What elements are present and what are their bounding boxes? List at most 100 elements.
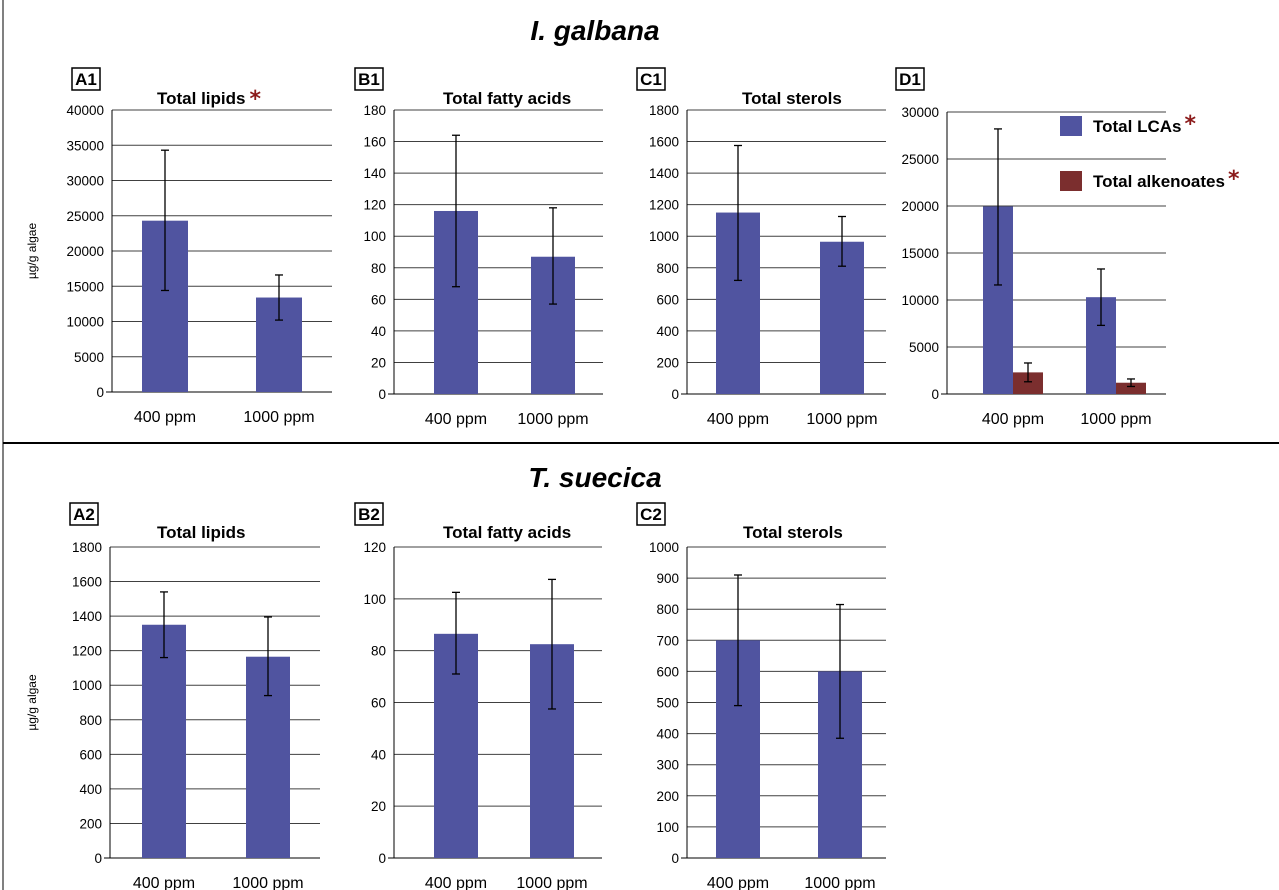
y-tick-label-d1-2: 10000 <box>901 293 939 308</box>
panel-label-box-a2 <box>69 502 99 526</box>
y-tick-label-b2-5: 100 <box>363 592 386 607</box>
bar-a2-s0-c0 <box>142 624 186 858</box>
y-tick-label-c1-4: 800 <box>656 261 679 276</box>
y-tick-label-c1-0: 0 <box>671 387 679 402</box>
panel-label-box-b2 <box>354 502 384 526</box>
y-tick-label-d1-6: 30000 <box>901 105 939 120</box>
panel-label-box-a1 <box>71 67 101 91</box>
y-tick-label-a2-0: 0 <box>94 851 102 866</box>
significance-star-a1: * <box>249 87 261 112</box>
y-tick-label-b2-1: 20 <box>371 799 386 814</box>
panel-title-b1: Total fatty acids <box>443 89 571 108</box>
panel-title-b2: Total fatty acids <box>443 523 571 542</box>
panel-title-c2: Total sterols <box>743 523 843 542</box>
y-tick-label-d1-1: 5000 <box>909 340 939 355</box>
panel-title-a2: Total lipids <box>157 523 245 542</box>
panel-label-box-b1 <box>354 67 384 91</box>
x-category-label-b1-1: 1000 ppm <box>517 411 588 428</box>
y-tick-label-c2-9: 900 <box>656 571 679 586</box>
y-tick-label-a2-5: 1000 <box>72 678 102 693</box>
y-tick-label-b2-2: 40 <box>371 747 386 762</box>
x-category-label-c1-0: 400 ppm <box>707 411 769 428</box>
y-tick-label-c1-2: 400 <box>656 324 679 339</box>
y-tick-label-b1-7: 140 <box>363 166 386 181</box>
y-tick-label-d1-4: 20000 <box>901 199 939 214</box>
section-title-top: I. galbana <box>530 15 659 46</box>
y-tick-label-a1-2: 10000 <box>66 315 104 330</box>
legend-significance-star-d1-1: * <box>1228 167 1240 192</box>
x-category-label-b2-1: 1000 ppm <box>516 875 587 890</box>
x-category-label-a2-1: 1000 ppm <box>232 875 303 890</box>
chart-panel-a1: A1 Total lipids * 0 5000 10000 15000 20000 25000… <box>25 67 332 426</box>
y-axis-label-a1: µg/g algae <box>25 223 39 280</box>
y-tick-label-b1-6: 120 <box>363 198 386 213</box>
y-tick-label-b1-1: 20 <box>371 355 386 370</box>
y-tick-label-c1-9: 1800 <box>649 103 679 118</box>
y-tick-label-c2-7: 700 <box>656 633 679 648</box>
x-category-label-c1-1: 1000 ppm <box>806 411 877 428</box>
chart-panel-c2: C2 Total sterols 0 100 200 300 400 500 600 700 800… <box>636 502 886 890</box>
panel-label-a1: A1 <box>75 70 97 89</box>
y-tick-label-a2-6: 1200 <box>72 644 102 659</box>
y-tick-label-b1-5: 100 <box>363 229 386 244</box>
legend-d1: Total LCAs *Total alkenoates * <box>1060 112 1240 192</box>
y-tick-label-a2-8: 1600 <box>72 575 102 590</box>
y-tick-label-a1-6: 30000 <box>66 174 104 189</box>
y-tick-label-c2-3: 300 <box>656 758 679 773</box>
chart-panel-a2: A2 Total lipids 0 200 400 600 800 1000 1200 1400 1… <box>25 502 320 890</box>
y-tick-label-a2-2: 400 <box>79 782 102 797</box>
y-tick-label-a2-4: 800 <box>79 713 102 728</box>
y-tick-label-a1-1: 5000 <box>74 350 104 365</box>
legend-label-d1-0: Total LCAs <box>1093 117 1181 136</box>
panel-label-c1: C1 <box>640 70 662 89</box>
y-tick-label-b1-4: 80 <box>371 261 386 276</box>
y-tick-label-b2-6: 120 <box>363 540 386 555</box>
panel-label-b2: B2 <box>358 505 380 524</box>
x-category-label-b2-0: 400 ppm <box>425 875 487 890</box>
y-tick-label-c1-1: 200 <box>656 355 679 370</box>
panel-label-c2: C2 <box>640 505 662 524</box>
x-category-label-a1-1: 1000 ppm <box>243 409 314 426</box>
chart-panel-b2: B2 Total fatty acids 0 20 40 60 80 100 120 400 pp… <box>354 502 602 890</box>
y-tick-label-c1-7: 1400 <box>649 166 679 181</box>
panel-label-box-c2 <box>636 502 666 526</box>
y-tick-label-a1-8: 40000 <box>66 103 104 118</box>
y-tick-label-c1-5: 1000 <box>649 229 679 244</box>
y-tick-label-c2-8: 800 <box>656 602 679 617</box>
legend-significance-star-d1-0: * <box>1184 112 1196 137</box>
y-tick-label-b1-9: 180 <box>363 103 386 118</box>
y-tick-label-b2-0: 0 <box>378 851 386 866</box>
x-category-label-a2-0: 400 ppm <box>133 875 195 890</box>
y-tick-label-b1-8: 160 <box>363 135 386 150</box>
legend-swatch-d1-0 <box>1060 116 1082 136</box>
y-tick-label-c2-6: 600 <box>656 664 679 679</box>
y-tick-label-a1-0: 0 <box>96 385 104 400</box>
y-tick-label-b2-4: 80 <box>371 644 386 659</box>
bar-d1-s1-c1 <box>1116 382 1146 394</box>
panel-title-a1: Total lipids <box>157 89 245 108</box>
x-category-label-c2-1: 1000 ppm <box>804 875 875 890</box>
panel-label-box-d1 <box>895 67 925 91</box>
bar-c1-s0-c1 <box>820 241 864 394</box>
y-axis-label-a2: µg/g algae <box>25 674 39 731</box>
y-tick-label-c1-3: 600 <box>656 292 679 307</box>
y-tick-label-c1-8: 1600 <box>649 135 679 150</box>
y-tick-label-c1-6: 1200 <box>649 198 679 213</box>
y-tick-label-a2-9: 1800 <box>72 540 102 555</box>
chart-panel-d1: D1 0 5000 10000 15000 20000 25000 30000 400 ppm 1… <box>895 67 1240 428</box>
y-tick-label-b2-3: 60 <box>371 696 386 711</box>
y-tick-label-a2-7: 1400 <box>72 609 102 624</box>
panel-label-d1: D1 <box>899 70 921 89</box>
y-tick-label-a1-3: 15000 <box>66 279 104 294</box>
panel-label-box-c1 <box>636 67 666 91</box>
x-category-label-b1-0: 400 ppm <box>425 411 487 428</box>
legend-label-d1-1: Total alkenoates <box>1093 172 1225 191</box>
x-category-label-d1-1: 1000 ppm <box>1080 411 1151 428</box>
y-tick-label-a2-3: 600 <box>79 747 102 762</box>
y-tick-label-a2-1: 200 <box>79 816 102 831</box>
section-title-bottom: T. suecica <box>528 462 661 493</box>
chart-panel-b1: B1 Total fatty acids 0 20 40 60 80 100 120 140 160… <box>354 67 603 428</box>
y-tick-label-d1-5: 25000 <box>901 152 939 167</box>
